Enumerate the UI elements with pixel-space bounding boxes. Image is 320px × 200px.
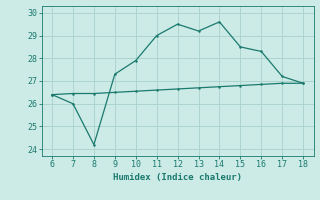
X-axis label: Humidex (Indice chaleur): Humidex (Indice chaleur) [113,173,242,182]
